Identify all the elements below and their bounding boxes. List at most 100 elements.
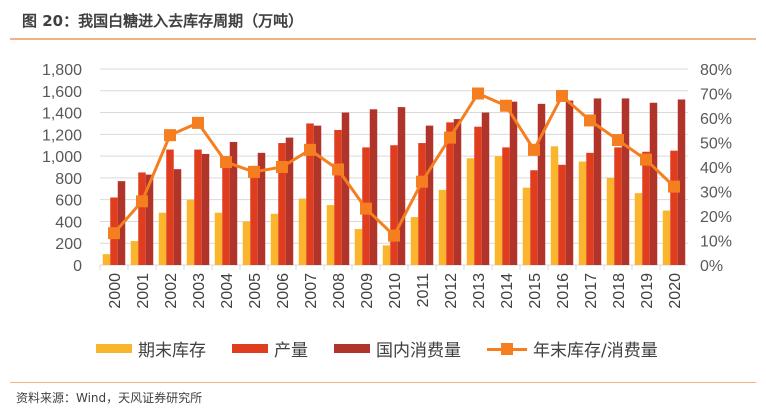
x-tick-label: 2010 bbox=[387, 273, 404, 309]
bar bbox=[502, 147, 510, 265]
y-tick-label: 800 bbox=[55, 171, 82, 188]
bar bbox=[410, 217, 419, 265]
line-marker bbox=[332, 163, 344, 176]
bar bbox=[578, 161, 587, 265]
bar bbox=[642, 151, 650, 265]
bar bbox=[565, 100, 574, 265]
line-marker bbox=[556, 89, 568, 102]
bar bbox=[390, 145, 398, 265]
x-tick-label: 2020 bbox=[667, 273, 684, 309]
bar bbox=[418, 143, 426, 265]
bar bbox=[326, 205, 335, 265]
bar bbox=[257, 152, 266, 265]
bar bbox=[201, 153, 210, 265]
legend: 期末库存 产量 国内消费量 年末库存/消费量 bbox=[96, 336, 658, 361]
title-rule bbox=[10, 38, 756, 40]
legend-item: 国内消费量 bbox=[334, 336, 461, 361]
bar bbox=[397, 107, 406, 265]
chart: 0 200 400 600 800 1,000 1,200 1,400 1,600 1,800 0%… bbox=[42, 62, 732, 309]
x-tick-label: 2003 bbox=[191, 273, 208, 309]
bar bbox=[250, 165, 258, 265]
bar bbox=[537, 103, 546, 265]
bar bbox=[438, 189, 447, 265]
bar bbox=[229, 141, 238, 265]
legend-label: 产量 bbox=[274, 341, 308, 361]
y2-tick-label: 10% bbox=[700, 234, 732, 251]
bar bbox=[186, 199, 195, 265]
bar bbox=[130, 241, 139, 265]
y-tick-label: 1,000 bbox=[42, 149, 82, 166]
x-tick-label: 2016 bbox=[555, 273, 572, 309]
bar bbox=[481, 112, 490, 265]
x-tick-label: 2017 bbox=[583, 273, 600, 309]
x-tick-label: 2000 bbox=[107, 273, 124, 309]
bar bbox=[285, 137, 294, 265]
bar bbox=[306, 123, 314, 265]
line-marker bbox=[584, 114, 596, 127]
line-marker bbox=[668, 180, 680, 193]
x-tick-label: 2012 bbox=[443, 273, 460, 309]
legend-item: 年末库存/消费量 bbox=[487, 336, 658, 361]
x-tick-label: 2014 bbox=[499, 273, 516, 309]
legend-swatch bbox=[334, 344, 370, 353]
bar bbox=[138, 172, 146, 265]
y-tick-label: 600 bbox=[55, 193, 82, 210]
bar bbox=[446, 122, 454, 265]
bar bbox=[614, 147, 622, 265]
bar bbox=[593, 98, 602, 266]
y2-tick-label: 70% bbox=[700, 87, 732, 104]
line-marker bbox=[360, 202, 372, 215]
bar bbox=[522, 187, 531, 265]
bar bbox=[494, 156, 503, 265]
bar bbox=[298, 198, 307, 265]
bar bbox=[586, 152, 594, 265]
bar bbox=[194, 149, 202, 265]
legend-swatch bbox=[96, 344, 132, 353]
legend-label: 国内消费量 bbox=[376, 341, 461, 361]
bar bbox=[621, 98, 630, 266]
source-note: 资料来源：Wind，天风证券研究所 bbox=[16, 391, 203, 405]
bar bbox=[662, 210, 671, 265]
line-marker bbox=[108, 227, 120, 240]
bar bbox=[550, 146, 559, 265]
bar bbox=[102, 254, 111, 265]
bar bbox=[474, 126, 482, 265]
line-marker bbox=[388, 229, 400, 242]
bar bbox=[270, 213, 279, 265]
x-tick-label: 2004 bbox=[219, 273, 236, 309]
chart-title: 图 20：我国白糖进入去库存周期（万吨） bbox=[22, 12, 304, 30]
bar bbox=[466, 158, 475, 265]
bar bbox=[341, 112, 350, 265]
y-tick-label: 1,400 bbox=[42, 106, 82, 123]
line-marker bbox=[416, 175, 428, 188]
legend-item: 期末库存 bbox=[96, 336, 206, 361]
x-tick-label: 2011 bbox=[415, 273, 432, 308]
x-tick-label: 2005 bbox=[247, 273, 264, 309]
line-marker bbox=[528, 143, 540, 156]
y2-tick-label: 60% bbox=[700, 111, 732, 128]
y-tick-label: 1,200 bbox=[42, 127, 82, 144]
bar bbox=[222, 156, 230, 265]
x-tick-label: 2019 bbox=[639, 273, 656, 309]
x-tick-label: 2009 bbox=[359, 273, 376, 309]
legend-label: 期末库存 bbox=[138, 341, 206, 361]
bar bbox=[425, 125, 434, 265]
legend-item: 产量 bbox=[232, 336, 308, 361]
x-tick-label: 2001 bbox=[135, 273, 152, 309]
bar bbox=[354, 229, 363, 265]
line-marker bbox=[136, 195, 148, 208]
y2-tick-label: 20% bbox=[700, 209, 732, 226]
bar bbox=[278, 143, 286, 265]
line-marker bbox=[220, 156, 232, 169]
line-marker bbox=[276, 161, 288, 173]
bar bbox=[145, 174, 154, 265]
x-tick-label: 2018 bbox=[611, 273, 628, 309]
bar bbox=[242, 221, 251, 265]
line-marker bbox=[304, 143, 316, 156]
bar bbox=[558, 164, 566, 265]
bar bbox=[606, 177, 615, 265]
x-tick-label: 2007 bbox=[303, 273, 320, 309]
line-marker bbox=[612, 134, 624, 147]
y2-tick-label: 40% bbox=[700, 160, 732, 177]
x-tick-label: 2002 bbox=[163, 273, 180, 309]
